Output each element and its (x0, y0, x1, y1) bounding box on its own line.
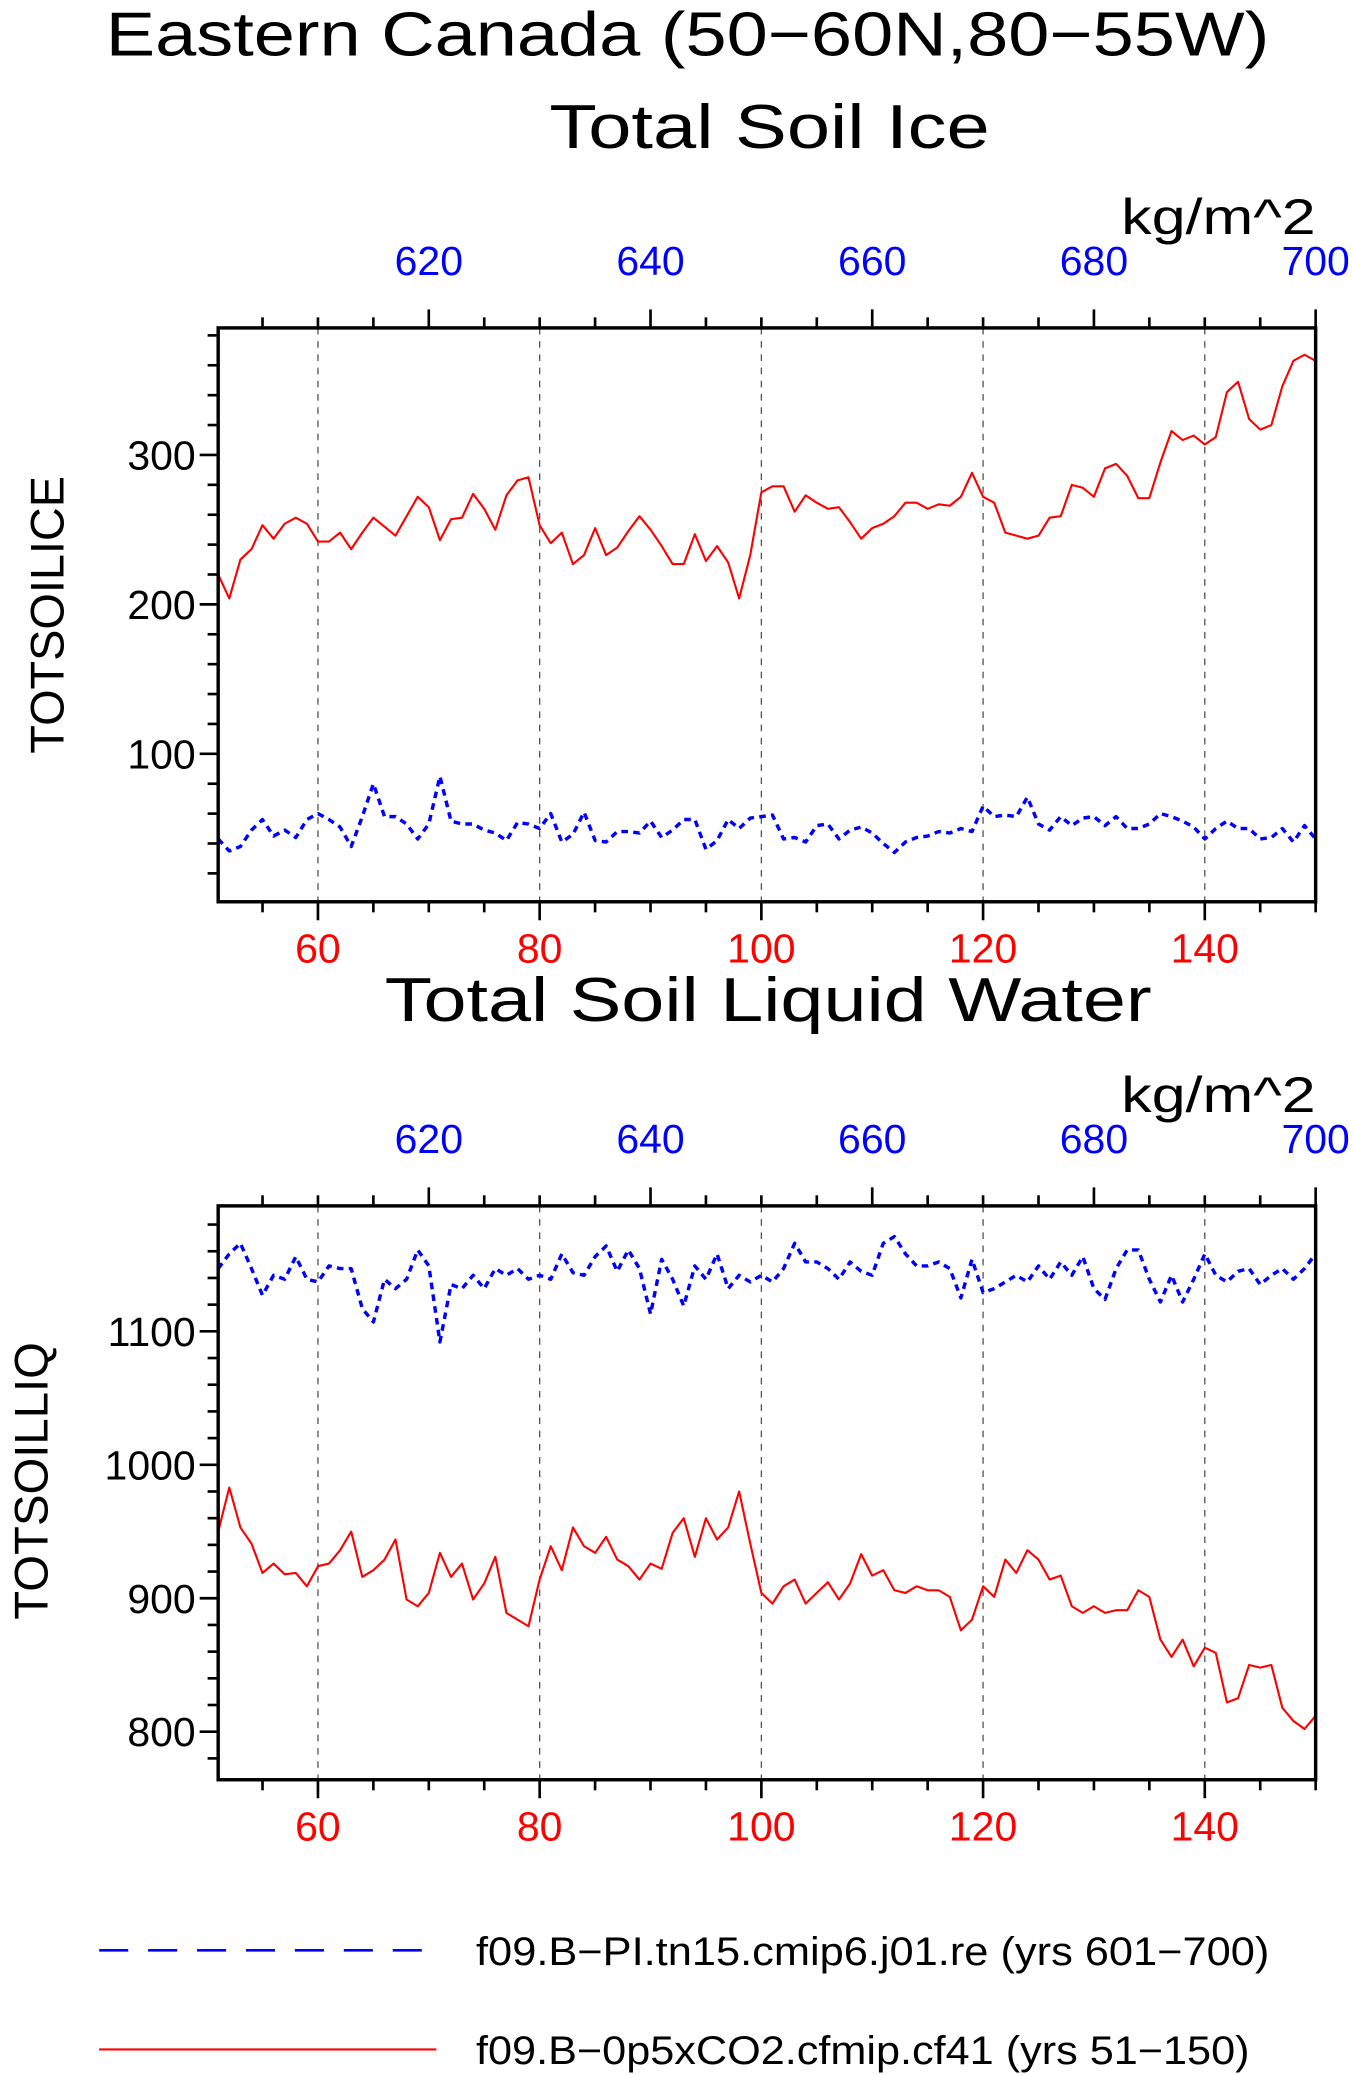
x-bottom-tick-label: 140 (1171, 926, 1239, 972)
x-top-tick-label: 620 (395, 1116, 463, 1162)
x-bottom-tick-label: 60 (295, 926, 341, 972)
legend-label: f09.B−PI.tn15.cmip6.j01.re (yrs 601−700) (476, 1930, 1269, 1974)
units-label: kg/m^2 (1121, 189, 1315, 245)
x-top-tick-label: 660 (838, 238, 906, 284)
y-tick-label: 900 (127, 1576, 195, 1622)
x-top-tick-label: 660 (838, 1116, 906, 1162)
x-top-tick-label: 640 (616, 238, 684, 284)
x-top-tick-label: 700 (1281, 238, 1349, 284)
legend-item: f09.B−0p5xCO2.cfmip.cf41 (yrs 51−150) (99, 2029, 1250, 2073)
y-axis-title: TOTSOILLIQ (6, 1342, 59, 1620)
y-tick-label: 800 (127, 1709, 195, 1755)
x-top-tick-label: 680 (1060, 1116, 1128, 1162)
series-line-solid (217, 1486, 1317, 1731)
series-line-dashed (216, 774, 1317, 855)
y-tick-label: 1000 (105, 1442, 196, 1488)
y-tick-label: 200 (127, 582, 195, 628)
x-bottom-tick-label: 120 (949, 1804, 1017, 1850)
x-bottom-tick-label: 100 (727, 1804, 795, 1850)
legend-item: f09.B−PI.tn15.cmip6.j01.re (yrs 601−700) (99, 1930, 1269, 1974)
y-tick-label: 300 (127, 432, 195, 478)
chart-title: Total Soil Liquid Water (385, 966, 1152, 1035)
plot-frame (216, 326, 1318, 904)
plot-frame (216, 1204, 1318, 1782)
page-title: Eastern Canada (50−60N,80−55W) (106, 1, 1270, 70)
x-bottom-tick-label: 80 (517, 1804, 563, 1850)
series-line-solid (217, 353, 1317, 600)
y-axis-title: TOTSOILICE (21, 476, 74, 754)
units-label: kg/m^2 (1121, 1067, 1315, 1123)
x-bottom-tick-label: 140 (1171, 1804, 1239, 1850)
chart-title: Total Soil Ice (549, 93, 989, 162)
y-tick-label: 1100 (108, 1309, 196, 1355)
x-bottom-tick-label: 100 (727, 926, 795, 972)
panel-total-soil-liquid-water: Total Soil Liquid Water kg/m^2 TOTSOILLI… (6, 966, 1350, 1850)
x-top-tick-label: 680 (1060, 238, 1128, 284)
x-bottom-tick-label: 120 (949, 926, 1017, 972)
panel-total-soil-ice: Total Soil Ice kg/m^2 TOTSOILICE 60 80 100… (21, 93, 1349, 972)
x-bottom-tick-label: 80 (517, 926, 563, 972)
y-tick-label: 100 (127, 731, 195, 777)
x-top-tick-label: 700 (1281, 1116, 1349, 1162)
x-top-tick-label: 640 (616, 1116, 684, 1162)
series-line-dashed (216, 1234, 1318, 1344)
legend-label: f09.B−0p5xCO2.cfmip.cf41 (yrs 51−150) (476, 2029, 1250, 2073)
x-top-tick-label: 620 (395, 238, 463, 284)
x-bottom-tick-label: 60 (295, 1804, 341, 1850)
legend: f09.B−PI.tn15.cmip6.j01.re (yrs 601−700)… (99, 1930, 1269, 2073)
